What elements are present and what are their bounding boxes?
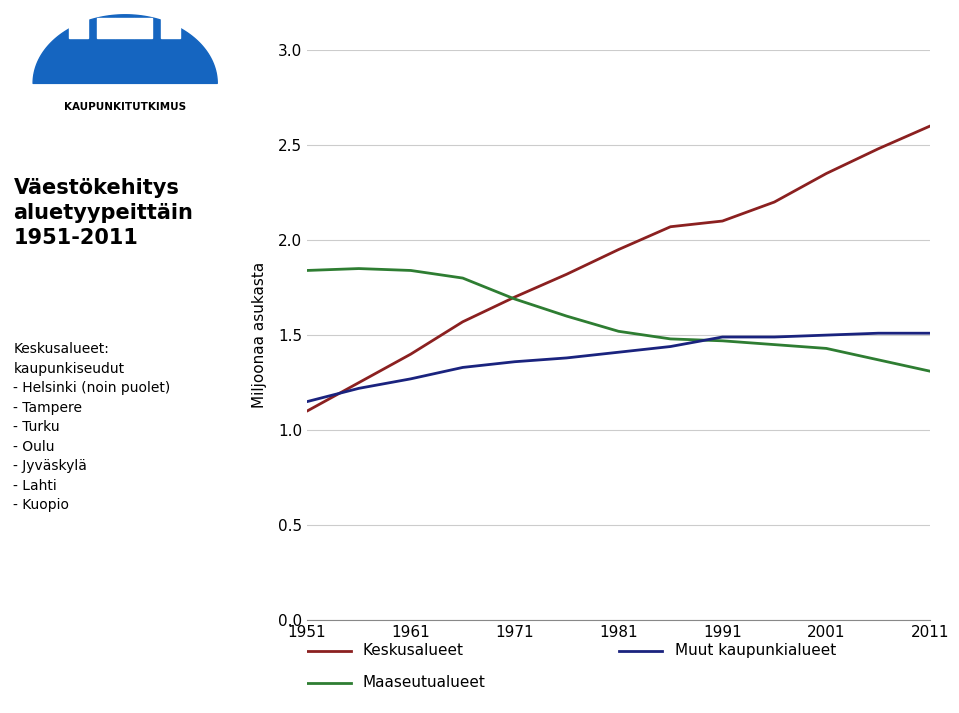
Bar <box>69 18 88 38</box>
Text: Keskusalueet:
kaupunkiseudut
- Helsinki (noin puolet)
- Tampere
- Turku
- Oulu
-: Keskusalueet: kaupunkiseudut - Helsinki … <box>13 342 171 512</box>
Bar <box>161 18 180 38</box>
Bar <box>134 18 152 38</box>
Text: Väestökehitys
aluetyypeittäin
1951-2011: Väestökehitys aluetyypeittäin 1951-2011 <box>13 178 194 248</box>
Text: Maaseutualueet: Maaseutualueet <box>363 675 486 690</box>
Text: KAUPUNKITUTKIMUS: KAUPUNKITUTKIMUS <box>63 103 186 113</box>
Text: Keskusalueet: Keskusalueet <box>363 643 464 658</box>
Y-axis label: Miljoonaa asukasta: Miljoonaa asukasta <box>251 262 267 409</box>
Bar <box>97 18 115 38</box>
Text: Muut kaupunkialueet: Muut kaupunkialueet <box>675 643 836 658</box>
Bar <box>115 18 134 38</box>
